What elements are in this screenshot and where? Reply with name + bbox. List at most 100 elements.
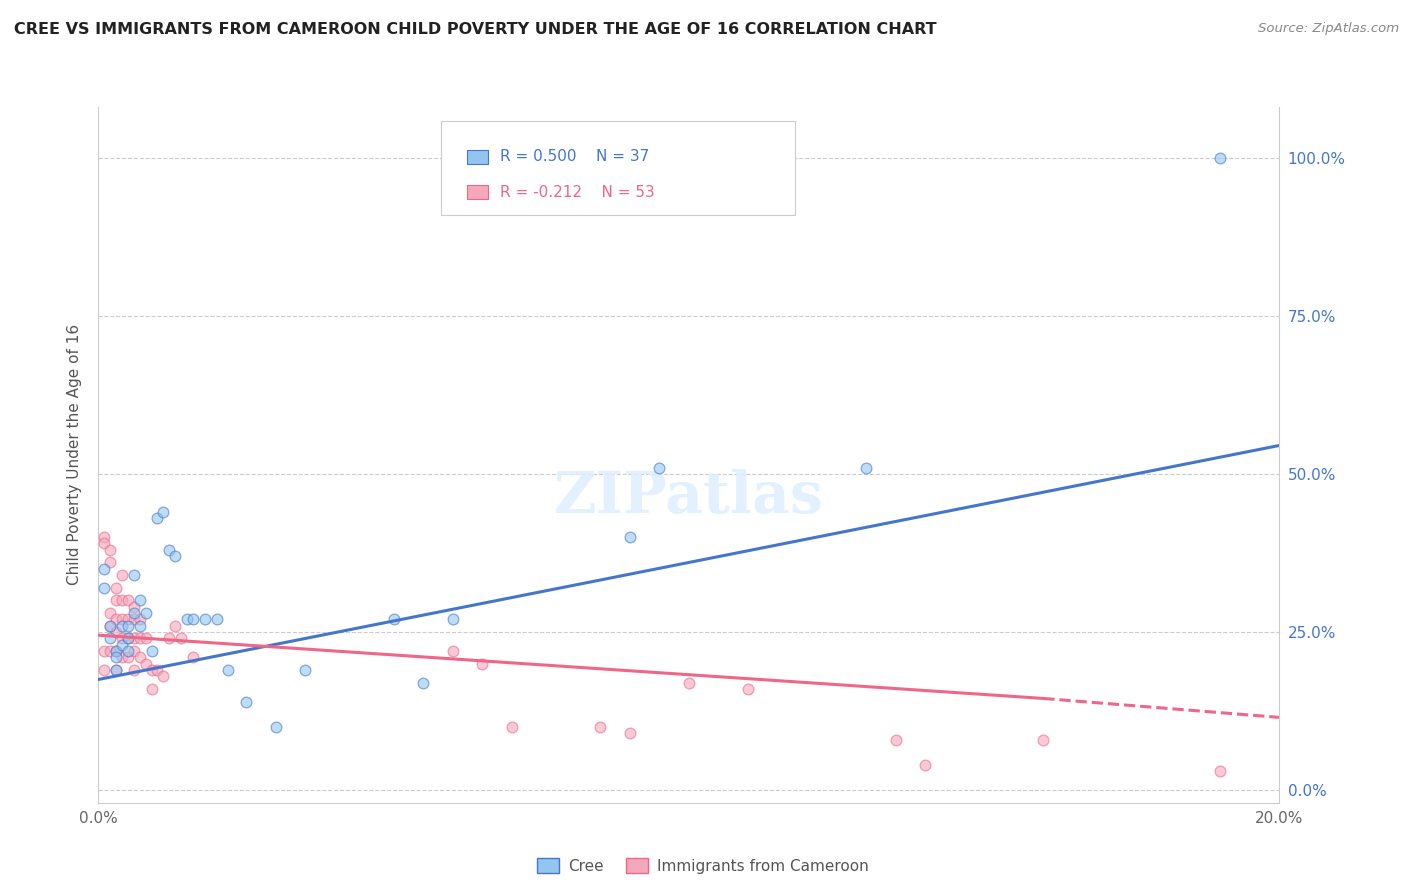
Point [412,675,434,690]
Point [737,681,759,696]
Point [441,612,464,626]
Point [105,650,128,665]
Point [98,632,121,646]
Point [128,612,150,626]
Point [111,632,134,646]
FancyBboxPatch shape [441,121,796,215]
Point [157,542,180,557]
Text: CREE VS IMMIGRANTS FROM CAMEROON CHILD POVERTY UNDER THE AGE OF 16 CORRELATION C: CREE VS IMMIGRANTS FROM CAMEROON CHILD P… [14,22,936,37]
Point [619,530,641,544]
Point [501,720,523,734]
Point [98,556,121,570]
Point [152,669,174,683]
Point [152,505,174,519]
Point [128,632,150,646]
Point [678,675,700,690]
Point [176,612,198,626]
Point [165,618,187,632]
Point [93,644,115,658]
Point [111,612,134,626]
Point [128,650,150,665]
Point [93,581,115,595]
Legend: Cree, Immigrants from Cameroon: Cree, Immigrants from Cameroon [531,852,875,880]
Point [117,618,139,632]
Point [117,612,139,626]
Point [194,612,217,626]
Point [105,663,128,677]
Point [141,663,163,677]
Point [135,657,157,671]
Point [98,618,121,632]
Point [105,612,128,626]
Point [105,644,128,658]
Point [619,726,641,740]
Point [93,562,115,576]
Point [589,720,612,734]
Y-axis label: Child Poverty Under the Age of 16: Child Poverty Under the Age of 16 [67,325,83,585]
Point [117,632,139,646]
Point [93,536,115,550]
Point [181,650,204,665]
Point [264,720,287,734]
Point [157,632,180,646]
Point [170,632,193,646]
Point [1209,151,1232,165]
Point [122,612,145,626]
Text: Source: ZipAtlas.com: Source: ZipAtlas.com [1258,22,1399,36]
Point [98,644,121,658]
Point [146,511,169,525]
Point [122,606,145,620]
Point [441,644,464,658]
Point [648,460,671,475]
Point [855,460,877,475]
Point [471,657,494,671]
Point [146,663,169,677]
Point [117,632,139,646]
Point [117,650,139,665]
Text: ZIPatlas: ZIPatlas [554,468,824,524]
Point [141,644,163,658]
Point [117,644,139,658]
Point [122,663,145,677]
Point [128,593,150,607]
Point [1032,732,1054,747]
Point [122,568,145,582]
Point [1209,764,1232,779]
Point [382,612,405,626]
FancyBboxPatch shape [467,186,488,199]
FancyBboxPatch shape [467,150,488,164]
Point [135,632,157,646]
Point [98,618,121,632]
Text: R = 0.500    N = 37: R = 0.500 N = 37 [501,150,650,164]
Point [105,644,128,658]
Point [105,663,128,677]
Point [98,606,121,620]
Point [884,732,907,747]
Point [122,599,145,614]
Point [135,606,157,620]
Point [117,593,139,607]
Point [111,650,134,665]
Point [141,681,163,696]
Point [111,593,134,607]
Point [122,632,145,646]
Point [181,612,204,626]
Point [128,618,150,632]
Point [165,549,187,563]
Point [235,695,257,709]
Point [93,663,115,677]
Point [111,638,134,652]
Point [105,581,128,595]
Point [105,593,128,607]
Point [111,568,134,582]
Point [914,757,936,772]
Point [294,663,316,677]
Point [205,612,228,626]
Point [122,644,145,658]
Point [93,530,115,544]
Text: R = -0.212    N = 53: R = -0.212 N = 53 [501,185,655,200]
Point [111,618,134,632]
Point [217,663,239,677]
Point [105,625,128,640]
Point [98,542,121,557]
